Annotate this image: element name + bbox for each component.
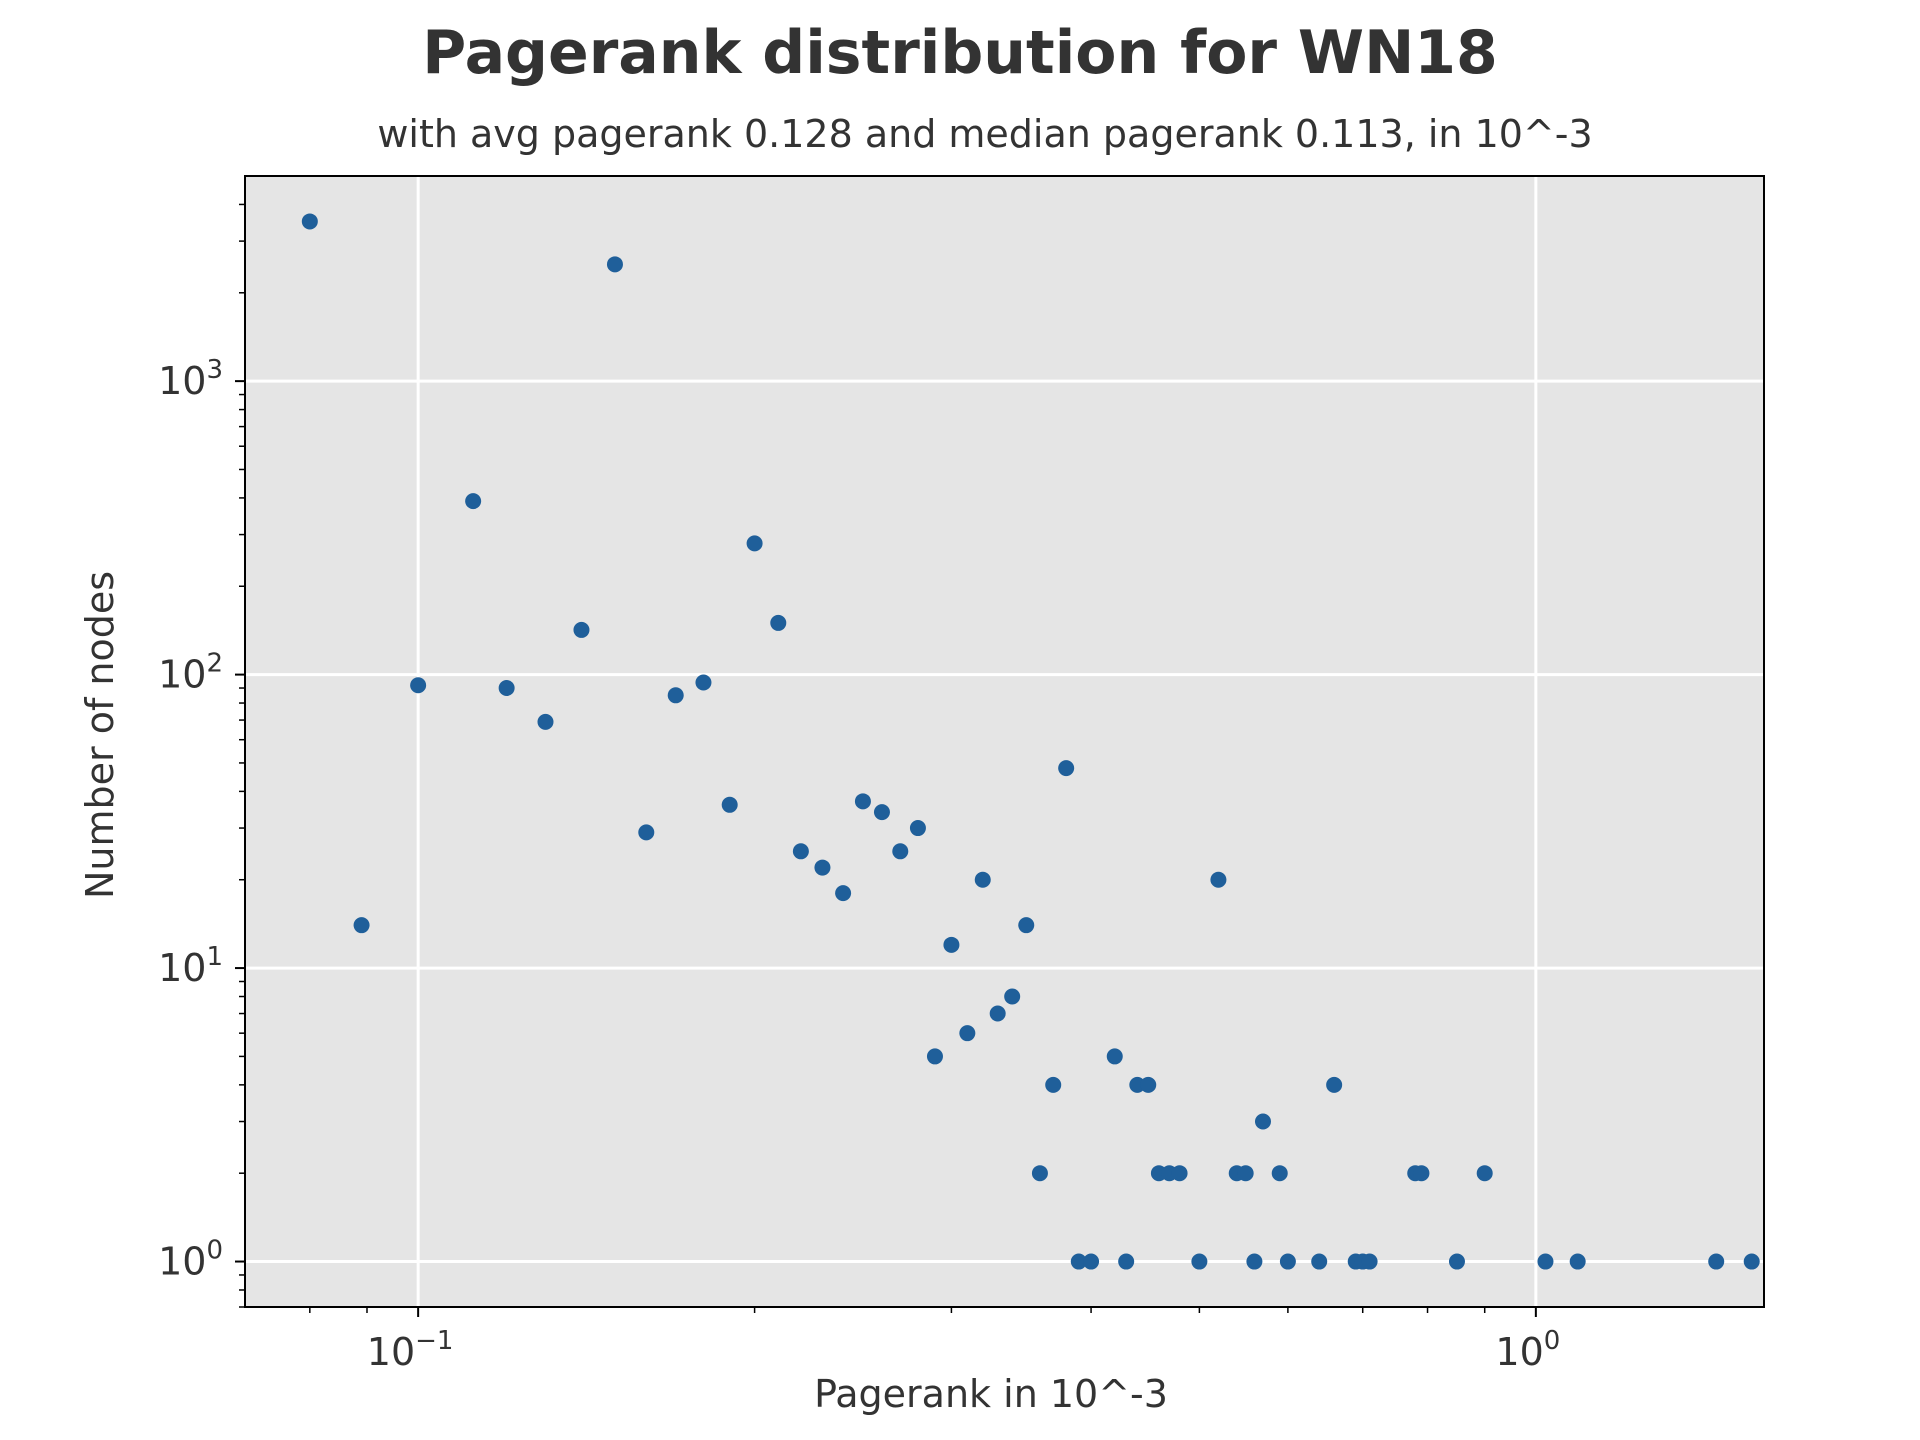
data-point-22	[943, 936, 960, 953]
chart-title: Pagerank distribution for WN18	[422, 18, 1498, 88]
data-point-0	[301, 213, 318, 230]
data-point-29	[1045, 1076, 1062, 1093]
data-point-1	[353, 917, 370, 934]
data-point-44	[1246, 1253, 1263, 1270]
data-point-17	[854, 793, 871, 810]
data-point-54	[1413, 1165, 1430, 1182]
tick-labels: 10−1 100 100 101 102 103	[158, 355, 1560, 1374]
data-point-8	[638, 824, 655, 841]
y-tick-label-2: 102	[158, 649, 223, 697]
y-axis-label: Number of nodes	[78, 570, 122, 900]
data-point-16	[835, 885, 852, 902]
y-tick-label-0: 100	[158, 1236, 223, 1284]
data-point-57	[1537, 1253, 1554, 1270]
data-point-31	[1070, 1253, 1087, 1270]
data-point-33	[1106, 1048, 1123, 1065]
data-point-36	[1140, 1076, 1157, 1093]
data-point-19	[892, 843, 909, 860]
data-point-28	[1031, 1165, 1048, 1182]
grid-lines	[245, 176, 1764, 1307]
data-point-30	[1058, 760, 1075, 777]
data-points	[301, 213, 1760, 1270]
data-point-48	[1311, 1253, 1328, 1270]
data-point-34	[1118, 1253, 1135, 1270]
data-point-55	[1448, 1253, 1465, 1270]
data-point-45	[1254, 1113, 1271, 1130]
data-point-3	[465, 493, 482, 510]
data-point-23	[959, 1025, 976, 1042]
data-point-24	[974, 871, 991, 888]
data-point-40	[1191, 1253, 1208, 1270]
y-tick-label-1: 101	[158, 942, 223, 990]
data-point-46	[1271, 1165, 1288, 1182]
data-point-14	[792, 843, 809, 860]
data-point-9	[667, 687, 684, 704]
data-point-26	[1004, 988, 1021, 1005]
data-point-39	[1171, 1165, 1188, 1182]
data-point-4	[498, 680, 515, 697]
data-point-21	[926, 1048, 943, 1065]
data-point-60	[1743, 1253, 1760, 1270]
chart-subtitle: with avg pagerank 0.128 and median pager…	[377, 112, 1593, 156]
data-point-52	[1361, 1253, 1378, 1270]
data-point-49	[1326, 1076, 1343, 1093]
x-tick-label-1: 100	[1495, 1326, 1560, 1374]
data-point-12	[746, 535, 763, 552]
data-point-59	[1708, 1253, 1725, 1270]
data-point-47	[1279, 1253, 1296, 1270]
data-point-58	[1569, 1253, 1586, 1270]
data-point-41	[1210, 871, 1227, 888]
data-point-11	[721, 796, 738, 813]
plot-area	[245, 176, 1764, 1307]
data-point-43	[1237, 1165, 1254, 1182]
data-point-6	[573, 621, 590, 638]
major-ticks	[235, 380, 1537, 1317]
data-point-25	[989, 1005, 1006, 1022]
data-point-32	[1083, 1253, 1100, 1270]
x-axis-label: Pagerank in 10^-3	[814, 1372, 1168, 1416]
data-point-13	[770, 614, 787, 631]
data-point-20	[909, 820, 926, 837]
data-point-10	[695, 674, 712, 691]
data-point-15	[814, 859, 831, 876]
data-point-5	[537, 713, 554, 730]
data-point-18	[873, 804, 890, 821]
x-tick-label-0: 10−1	[367, 1326, 454, 1374]
data-point-2	[410, 677, 427, 694]
data-point-7	[606, 256, 623, 273]
y-tick-label-3: 103	[158, 355, 223, 403]
data-point-56	[1476, 1165, 1493, 1182]
plot-frame	[244, 175, 1765, 1308]
data-point-27	[1018, 917, 1035, 934]
